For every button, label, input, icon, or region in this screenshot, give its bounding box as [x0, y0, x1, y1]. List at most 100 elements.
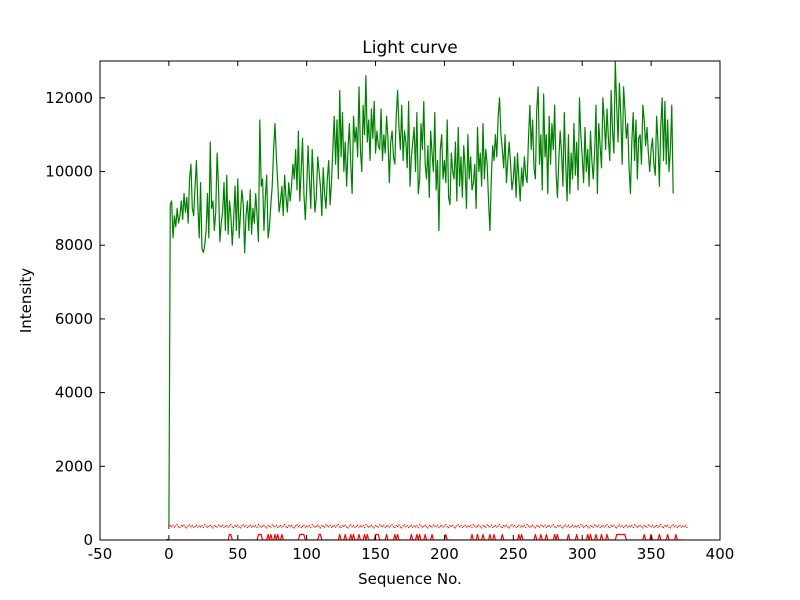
- background-point: [222, 524, 224, 526]
- background-point: [270, 526, 272, 528]
- background-point: [412, 526, 414, 528]
- background-point: [598, 524, 600, 526]
- background-point: [651, 524, 654, 526]
- background-point: [679, 524, 681, 526]
- background-point: [321, 525, 323, 527]
- background-point: [414, 526, 417, 528]
- background-point: [417, 526, 419, 529]
- background-point: [209, 524, 211, 526]
- background-point: [556, 525, 559, 527]
- background-point: [573, 526, 575, 528]
- background-point: [646, 526, 648, 528]
- background-point: [257, 523, 260, 526]
- background-point: [577, 525, 579, 527]
- background-point: [497, 525, 499, 527]
- background-point: [205, 525, 207, 527]
- background-point: [409, 525, 411, 527]
- background-point: [176, 523, 178, 526]
- background-point: [683, 526, 685, 528]
- background-point: [514, 525, 516, 527]
- background-point: [213, 525, 215, 527]
- background-point: [399, 526, 401, 528]
- background-point: [545, 526, 547, 529]
- x-tick-label: 400: [706, 545, 735, 563]
- background-point: [271, 524, 273, 526]
- background-point: [645, 525, 647, 527]
- x-tick-label: 350: [637, 545, 666, 563]
- background-point: [635, 525, 637, 527]
- background-point: [217, 524, 220, 526]
- background-point: [552, 523, 554, 526]
- background-point: [310, 526, 312, 529]
- background-point: [675, 525, 677, 527]
- background-point: [191, 525, 193, 527]
- background-point: [610, 525, 612, 527]
- background-point: [295, 525, 297, 527]
- background-point: [541, 525, 543, 527]
- background-point: [607, 526, 609, 528]
- background-point: [489, 526, 491, 528]
- y-axis-label: Intensity: [17, 268, 35, 333]
- background-point: [680, 526, 683, 528]
- background-point: [432, 524, 435, 526]
- background-point: [398, 524, 400, 526]
- background-point: [512, 526, 514, 528]
- background-point: [475, 526, 477, 528]
- background-point: [380, 525, 382, 527]
- background-point: [311, 523, 313, 526]
- background-point: [661, 526, 663, 528]
- background-point: [290, 524, 293, 526]
- background-point: [273, 525, 275, 527]
- y-tick-label: 12000: [45, 89, 93, 107]
- background-point: [509, 525, 512, 527]
- background-point: [578, 526, 581, 529]
- background-point: [204, 523, 206, 526]
- background-point: [344, 524, 346, 526]
- background-point: [308, 525, 311, 527]
- background-point: [508, 527, 510, 529]
- background-point: [182, 525, 184, 527]
- background-point: [595, 525, 597, 527]
- background-point: [476, 525, 479, 527]
- background-point: [525, 526, 527, 529]
- background-point: [195, 524, 198, 526]
- background-point: [390, 525, 392, 527]
- background-point: [425, 526, 428, 528]
- background-point: [628, 525, 630, 527]
- background-point: [368, 526, 370, 528]
- background-point: [624, 525, 626, 527]
- background-point: [279, 525, 282, 527]
- background-point: [481, 527, 483, 529]
- background-point: [538, 526, 541, 528]
- background-point: [599, 526, 601, 529]
- background-point: [486, 524, 488, 526]
- background-point: [441, 525, 443, 527]
- signal-line: [168, 61, 674, 529]
- background-point: [180, 525, 182, 527]
- background-point: [226, 525, 228, 527]
- background-point: [457, 524, 459, 526]
- background-point: [292, 526, 294, 528]
- background-point: [244, 526, 246, 528]
- background-point: [220, 526, 222, 528]
- background-point: [224, 525, 226, 527]
- background-point: [330, 526, 333, 529]
- background-point: [647, 524, 649, 526]
- background-point: [465, 526, 468, 528]
- background-point: [446, 526, 448, 528]
- background-point: [408, 526, 410, 529]
- background-point: [460, 525, 462, 527]
- background-point: [248, 525, 250, 527]
- background-point: [260, 526, 262, 528]
- background-point: [496, 526, 498, 528]
- background-point: [625, 524, 627, 526]
- background-point: [255, 525, 257, 527]
- background-point: [632, 526, 634, 529]
- background-point: [474, 525, 476, 527]
- background-point: [175, 525, 177, 527]
- background-point: [522, 526, 524, 528]
- background-point: [383, 524, 385, 526]
- background-point: [435, 526, 437, 528]
- background-point: [631, 525, 633, 527]
